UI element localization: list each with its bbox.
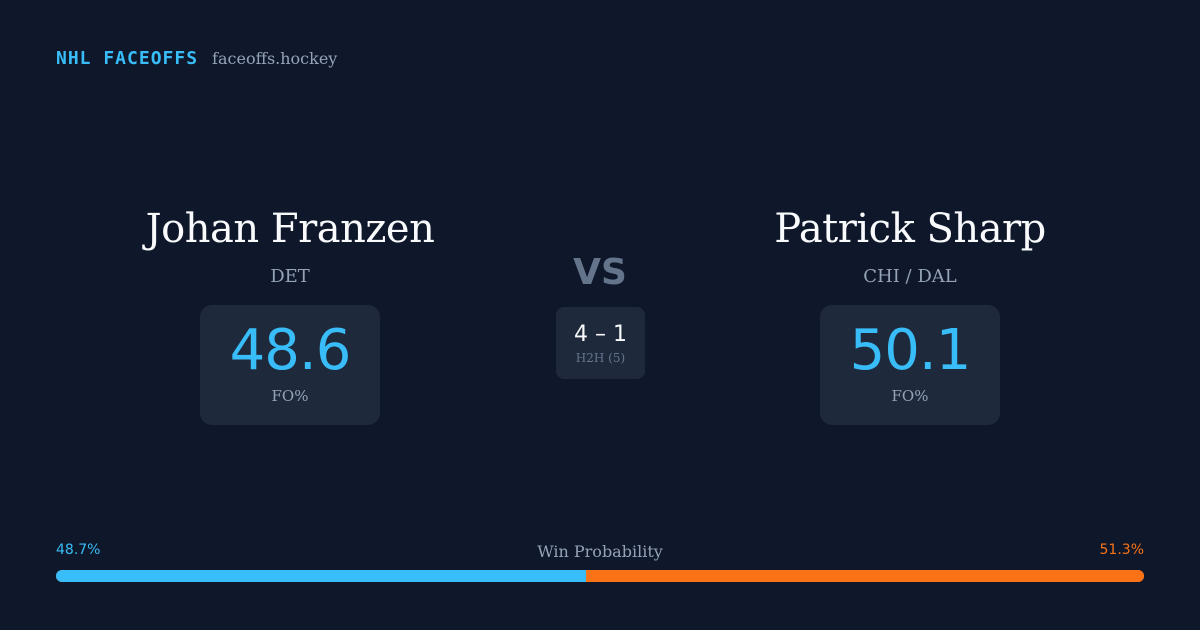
win-probability-right-fill	[585, 570, 1144, 582]
player-right-panel: Patrick Sharp CHI / DAL 50.1 FO%	[690, 206, 1130, 425]
player-left-fo-value: 48.6	[229, 318, 352, 383]
h2h-label: H2H (5)	[575, 350, 626, 365]
player-right-team: CHI / DAL	[863, 266, 957, 287]
player-left-stat-card: 48.6 FO%	[199, 305, 381, 425]
brand-header: NHL FACEOFFS faceoffs.hockey	[56, 48, 337, 69]
player-left-team: DET	[270, 266, 310, 287]
player-right-stat-card: 50.1 FO%	[819, 305, 1001, 425]
win-probability: 48.7% 51.3% Win Probability	[56, 542, 1144, 582]
win-probability-right-value: 51.3%	[1099, 542, 1144, 558]
win-probability-labels: 48.7% 51.3%	[56, 542, 1144, 562]
player-right-fo-value: 50.1	[849, 318, 972, 383]
player-left-panel: Johan Franzen DET 48.6 FO%	[70, 206, 510, 425]
player-right-name: Patrick Sharp	[774, 206, 1046, 252]
win-probability-left-fill	[56, 570, 586, 582]
player-right-fo-label: FO%	[891, 387, 929, 405]
h2h-score: 4 – 1	[574, 321, 627, 347]
player-left-fo-label: FO%	[271, 387, 309, 405]
win-probability-title: Win Probability	[537, 542, 663, 561]
win-probability-left-value: 48.7%	[56, 542, 101, 558]
brand-name[interactable]: NHL FACEOFFS	[56, 48, 199, 69]
h2h-card: 4 – 1 H2H (5)	[556, 307, 645, 379]
win-probability-bar	[56, 570, 1144, 582]
player-left-name: Johan Franzen	[145, 206, 435, 252]
brand-site[interactable]: faceoffs.hockey	[212, 49, 338, 68]
versus-label: VS	[573, 252, 627, 293]
